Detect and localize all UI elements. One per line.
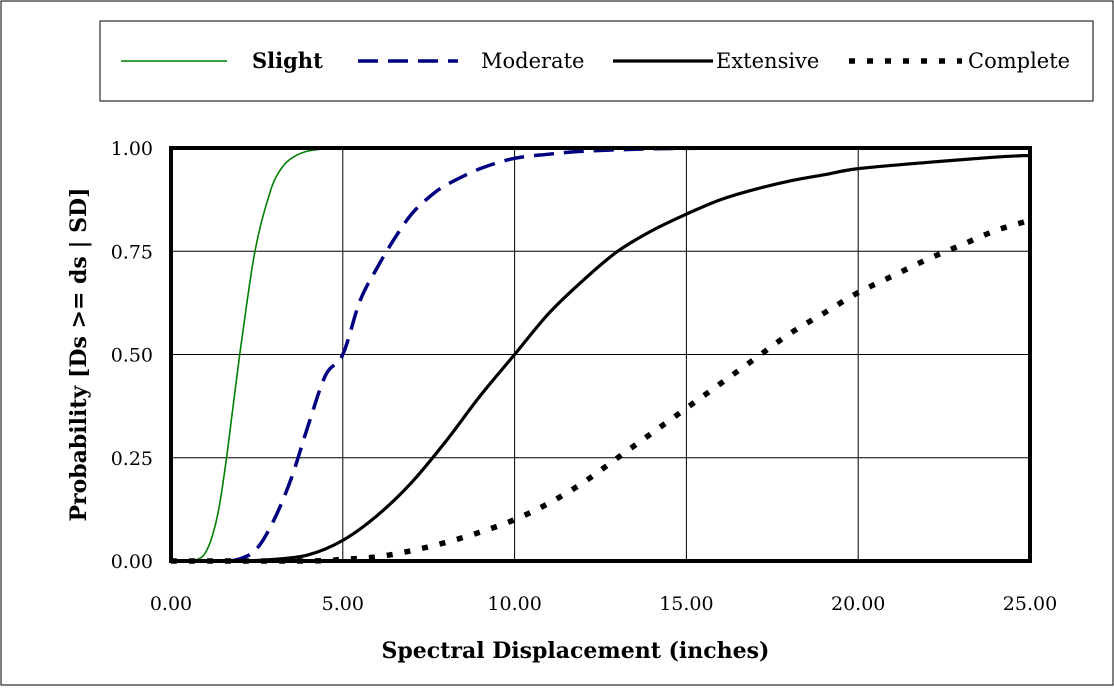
series-line-extensive xyxy=(169,153,1032,563)
y-tick-label: 0.00 xyxy=(111,551,153,573)
x-tick-label: 10.00 xyxy=(487,593,541,615)
legend-label-extensive: Extensive xyxy=(716,49,819,73)
legend-label-complete: Complete xyxy=(968,49,1070,73)
legend: Slight Moderate Extensive Complete xyxy=(99,20,1094,102)
series-line-complete xyxy=(171,217,1031,564)
y-tick-label: 0.50 xyxy=(111,345,153,367)
y-tick-label: 1.00 xyxy=(111,138,153,160)
x-tick-label: 25.00 xyxy=(1003,593,1057,615)
y-tick-label: 0.75 xyxy=(111,241,153,263)
y-axis-title: Probability [Ds >= ds | SD] xyxy=(66,187,92,521)
legend-box xyxy=(99,20,1094,102)
y-tick-label: 0.25 xyxy=(111,448,153,470)
legend-label-slight: Slight xyxy=(252,48,323,73)
x-axis-title: Spectral Displacement (inches) xyxy=(382,638,770,664)
legend-label-moderate: Moderate xyxy=(481,49,584,73)
x-tick-label: 20.00 xyxy=(831,593,885,615)
plot-frame xyxy=(169,146,1032,563)
x-tick-label: 15.00 xyxy=(659,593,713,615)
x-tick-label: 5.00 xyxy=(322,593,364,615)
x-tick-label: 0.00 xyxy=(150,593,192,615)
plot-area xyxy=(169,146,1032,564)
